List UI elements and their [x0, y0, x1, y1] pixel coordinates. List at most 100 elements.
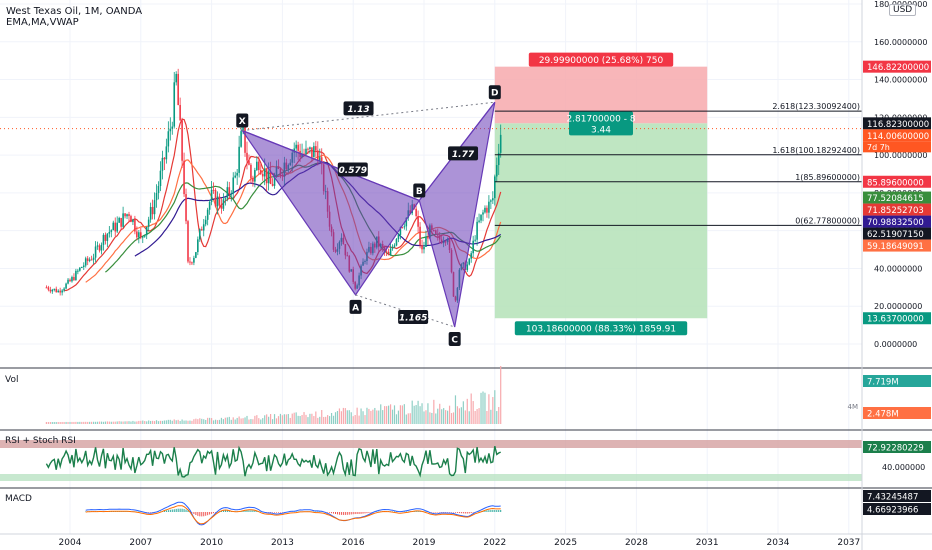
- candle: [98, 245, 101, 251]
- candle: [417, 216, 419, 227]
- ratio-label-bg: [398, 309, 429, 324]
- candle: [82, 265, 85, 268]
- candle: [175, 73, 177, 83]
- harmonic-pattern[interactable]: X A B C D 1.13 0.579 1.77 1.165: [236, 85, 501, 346]
- candle: [466, 264, 469, 271]
- candle: [393, 245, 396, 247]
- candle: [88, 259, 91, 261]
- ratio-label-bg: [448, 146, 479, 161]
- candle: [495, 165, 498, 177]
- price-tag-bg: [863, 129, 931, 142]
- candle: [248, 160, 250, 165]
- y-tick: 100.0000000: [874, 151, 927, 160]
- pattern-xb: [242, 129, 420, 202]
- candle: [69, 279, 71, 282]
- candle: [232, 177, 235, 194]
- candle: [75, 270, 77, 281]
- x-tick: 2028: [625, 538, 648, 548]
- pattern-bcd: [418, 101, 496, 328]
- candle: [128, 214, 130, 217]
- macd-tag-bg: [863, 490, 931, 502]
- pattern-point-a-bg: [349, 299, 362, 314]
- candle: [385, 251, 388, 253]
- candle: [145, 226, 148, 236]
- candle: [81, 267, 83, 269]
- pattern-point-a: A: [352, 303, 359, 313]
- candle: [90, 259, 93, 261]
- candle: [228, 187, 231, 195]
- price-tag-bg: [863, 215, 931, 228]
- candle: [208, 202, 211, 210]
- candle: [263, 168, 266, 177]
- candle: [55, 288, 58, 293]
- candle: [63, 288, 65, 291]
- price-tag-sub-bg: [863, 141, 931, 153]
- candle: [100, 244, 103, 251]
- candle: [167, 131, 170, 147]
- candle: [499, 134, 502, 153]
- volume-tag-bg: [863, 375, 931, 387]
- candle: [478, 220, 480, 222]
- price-tag-bg: [863, 227, 931, 240]
- candle: [108, 231, 111, 234]
- pattern-point-c: C: [451, 336, 458, 346]
- candle: [120, 217, 122, 227]
- candle: [185, 194, 187, 222]
- candle: [238, 146, 240, 173]
- candle: [403, 226, 406, 228]
- candle: [427, 236, 429, 239]
- candle: [153, 200, 156, 215]
- rsi-oversold-band: [0, 474, 862, 481]
- rsi-pane-label: RSI + Stoch RSI: [5, 436, 76, 446]
- candle: [79, 267, 81, 271]
- y-tick: 160.0000000: [874, 38, 927, 47]
- rsi-tag: 72.92280229: [867, 444, 924, 454]
- candle: [401, 227, 404, 229]
- candle: [155, 193, 158, 201]
- ratio-label: 1.13: [347, 105, 369, 115]
- candle: [191, 262, 193, 264]
- candle: [149, 206, 152, 220]
- candle: [124, 213, 126, 217]
- candle: [269, 171, 272, 184]
- candle: [183, 160, 185, 195]
- candle: [472, 240, 474, 254]
- candle: [151, 206, 154, 215]
- candle: [57, 290, 59, 293]
- candle: [261, 174, 264, 177]
- candle: [488, 201, 490, 213]
- target-zone: [494, 123, 708, 319]
- candle: [189, 261, 191, 263]
- ratio-label-bg: [337, 162, 368, 177]
- ratio-label: 1.77: [452, 150, 475, 160]
- volume-tick: 4M: [848, 403, 859, 411]
- pattern-point-d: D: [491, 89, 498, 99]
- candle: [494, 176, 496, 199]
- macd-signal-tag: 4.66923966: [867, 506, 918, 516]
- candle: [104, 234, 107, 241]
- candle: [161, 157, 164, 171]
- candle: [468, 258, 471, 265]
- rsi-overbought-band: [0, 440, 862, 448]
- candle: [226, 187, 229, 199]
- volume-avg-tag-bg: [863, 407, 931, 419]
- candle: [84, 258, 87, 266]
- candle: [482, 212, 484, 215]
- candle: [212, 189, 215, 191]
- candle: [297, 144, 299, 151]
- currency-button[interactable]: USD: [889, 4, 917, 16]
- candle: [318, 157, 321, 161]
- candle: [200, 229, 203, 231]
- candle: [265, 168, 268, 184]
- price-tag-sub: 7d 7h: [867, 143, 890, 152]
- candle: [258, 161, 260, 170]
- pattern-point-d-bg: [488, 85, 501, 100]
- candle: [86, 258, 89, 261]
- candle: [73, 277, 75, 281]
- candle: [240, 131, 242, 147]
- candle: [179, 104, 181, 121]
- candle: [474, 239, 476, 241]
- candle: [214, 190, 217, 207]
- candle: [206, 209, 209, 220]
